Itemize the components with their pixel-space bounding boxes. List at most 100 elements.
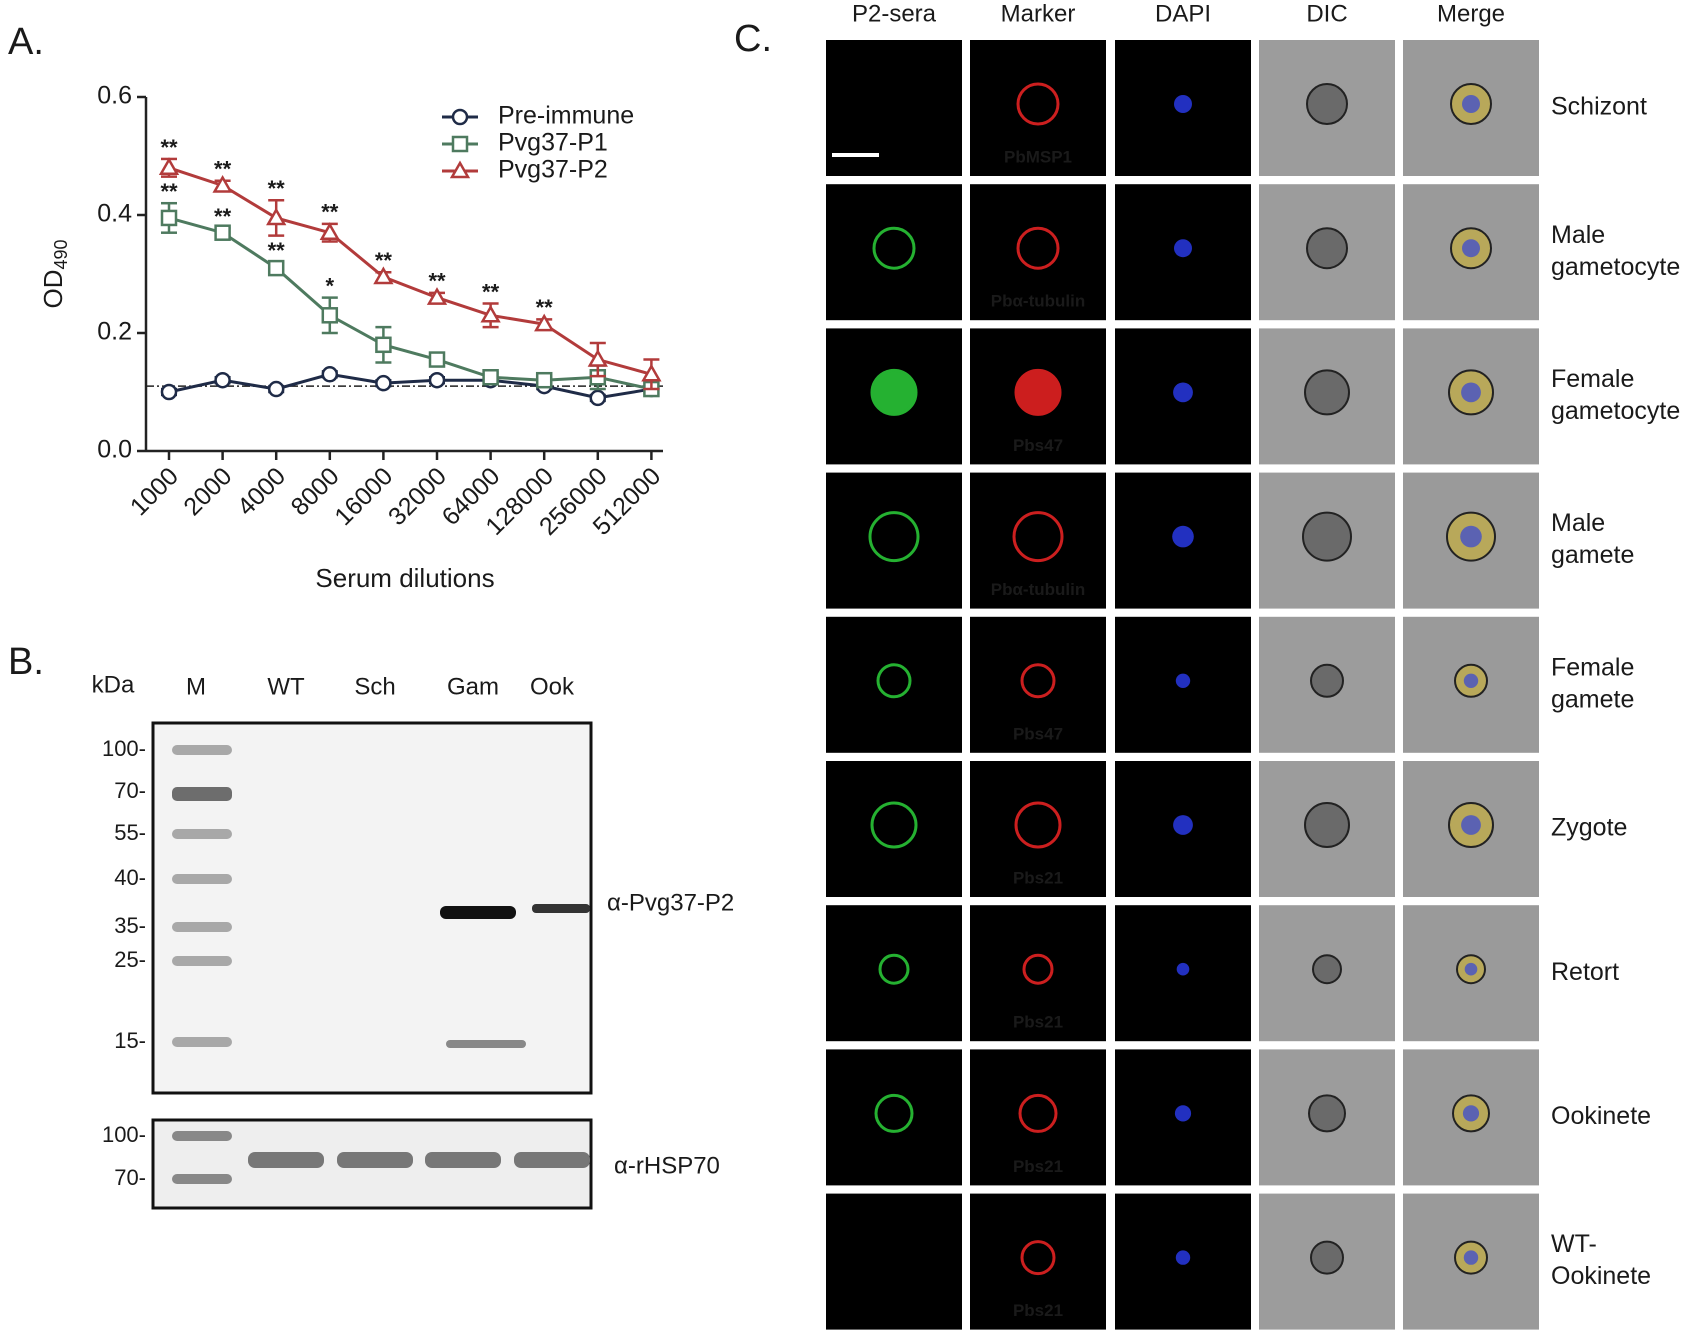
micrograph-tile	[826, 472, 962, 609]
marker-label: Pbs21	[1013, 1157, 1063, 1176]
blot-band	[248, 1152, 324, 1168]
cell-signal	[1176, 962, 1190, 976]
micrograph-tile	[970, 472, 1106, 609]
y-axis-label-text: OD	[38, 270, 68, 309]
cell-signal	[874, 1093, 914, 1133]
stage-label: Ookinete	[1551, 1262, 1651, 1290]
ladder-band	[172, 1037, 232, 1047]
lane-label: Gam	[447, 673, 499, 700]
cell-outline	[1304, 802, 1350, 848]
stage-label: Male	[1551, 221, 1605, 249]
cell-signal	[1020, 663, 1056, 699]
micrograph-tile	[826, 761, 962, 897]
cell-signal	[1175, 1250, 1191, 1265]
stage-label: Ookinete	[1551, 1102, 1651, 1130]
ladder-band	[172, 1174, 232, 1184]
blot-band	[425, 1152, 501, 1168]
cell-nucleus	[1462, 95, 1480, 113]
x-tick-label: 16000	[329, 462, 398, 531]
blot-band	[532, 904, 590, 913]
micrograph-tile	[970, 905, 1106, 1042]
stage-label: Male	[1551, 509, 1605, 537]
mw-marker: 15-	[114, 1028, 146, 1053]
ladder-band	[172, 745, 232, 755]
mw-marker: 100-	[102, 736, 146, 761]
ladder-band	[172, 956, 232, 966]
column-header: Marker	[1001, 0, 1076, 27]
cell-signal	[1012, 511, 1064, 563]
mw-marker: 55-	[114, 820, 146, 845]
cell-outline	[1310, 1240, 1344, 1275]
cell-signal	[868, 511, 920, 563]
cell-signal	[1016, 226, 1060, 270]
x-axis-label: Serum dilutions	[315, 563, 494, 593]
cell-outline	[1310, 663, 1344, 698]
mw-marker: 100-	[102, 1122, 146, 1147]
data-point	[426, 287, 448, 305]
mw-marker: 70-	[114, 778, 146, 803]
marker-label: Pbα-tubulin	[991, 580, 1085, 599]
cell-outline	[1306, 83, 1348, 125]
significance: **	[268, 238, 286, 263]
series-line	[168, 166, 652, 376]
significance: **	[214, 204, 232, 229]
data-point	[589, 389, 607, 407]
data-point	[267, 259, 285, 277]
data-point	[480, 304, 501, 323]
marker-label: Pbs47	[1013, 724, 1063, 743]
significance: **	[268, 176, 286, 201]
cell-outline	[1312, 954, 1342, 985]
data-point	[267, 380, 285, 398]
series-line	[168, 372, 652, 400]
data-point	[587, 349, 608, 367]
stage-label: gametocyte	[1551, 397, 1680, 425]
cell-nucleus	[1463, 673, 1479, 688]
stage-label: gametocyte	[1551, 253, 1680, 281]
cell-signal	[1174, 95, 1192, 113]
cell-nucleus	[1463, 1250, 1479, 1265]
column-header: P2-sera	[852, 0, 937, 27]
data-point	[160, 209, 178, 227]
cell-signal	[876, 663, 912, 699]
marker-label: PbMSP1	[1004, 147, 1072, 166]
data-point	[321, 307, 339, 324]
data-point	[160, 383, 178, 401]
cell-outline	[1302, 511, 1352, 562]
micrograph-tile	[970, 184, 1106, 321]
data-point	[212, 174, 233, 193]
legend-marker	[449, 160, 471, 179]
y-tick-label: 0.4	[97, 200, 132, 228]
significance: **	[160, 179, 178, 204]
significance: **	[536, 295, 554, 320]
stage-label: Female	[1551, 653, 1634, 681]
cell-signal	[1175, 673, 1191, 688]
cell-signal	[870, 801, 918, 849]
marker-label: Pbα-tubulin	[991, 292, 1085, 311]
data-point	[375, 336, 392, 354]
micrograph-tile	[970, 1049, 1106, 1186]
cell-outline	[1308, 1094, 1346, 1133]
cell-signal	[1173, 815, 1193, 835]
mw-marker: 70-	[114, 1165, 146, 1190]
micrograph-tile	[826, 1049, 962, 1186]
lane-label: Sch	[354, 673, 395, 700]
cell-signal	[1022, 953, 1054, 985]
micrograph-tile	[826, 616, 962, 753]
data-point	[535, 371, 553, 389]
x-tick-label: 4000	[232, 462, 291, 521]
data-point	[319, 222, 340, 240]
data-point	[321, 366, 339, 383]
y-tick-label: 0.6	[97, 82, 132, 110]
significance: **	[375, 248, 393, 273]
y-axis-label-subscript: 490	[51, 239, 71, 269]
y-axis-label: OD490	[38, 239, 71, 308]
marker-label: Pbs47	[1013, 436, 1063, 455]
data-point	[482, 369, 499, 386]
mw-marker: 25-	[114, 947, 146, 972]
mw-marker: 35-	[114, 913, 146, 938]
micrograph-tile	[970, 1193, 1106, 1330]
x-tick-label: 32000	[383, 462, 452, 531]
x-tick-label: 2000	[178, 462, 237, 521]
